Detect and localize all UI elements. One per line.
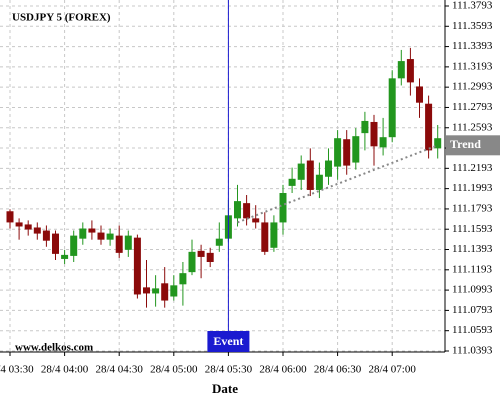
candle-body bbox=[416, 86, 423, 103]
candle-body bbox=[170, 285, 178, 297]
candle-body bbox=[406, 59, 414, 83]
y-tick-label: 111.3193 bbox=[452, 60, 493, 72]
candle-body bbox=[161, 283, 169, 301]
y-tick-label: 111.1393 bbox=[452, 243, 493, 255]
candle-body bbox=[61, 254, 69, 259]
candle-body bbox=[152, 288, 160, 294]
x-tick-label: 28/4 05:30 bbox=[205, 364, 253, 376]
candle-body bbox=[243, 203, 251, 219]
candle-body bbox=[388, 78, 396, 138]
y-tick-label: 111.0593 bbox=[452, 324, 493, 336]
candle-body bbox=[325, 160, 332, 177]
candle-body bbox=[124, 235, 132, 250]
y-tick-label: 111.1993 bbox=[452, 182, 493, 194]
y-tick-label: 111.0393 bbox=[452, 345, 493, 357]
y-tick-label: 111.1793 bbox=[452, 202, 493, 214]
candle-body bbox=[334, 138, 342, 167]
candle-body bbox=[115, 235, 123, 253]
candle-body bbox=[106, 233, 114, 240]
x-tick-label: 28/4 05:00 bbox=[150, 364, 198, 376]
candle-body bbox=[297, 163, 305, 180]
candle-body bbox=[206, 252, 214, 262]
y-tick-label: 111.0993 bbox=[452, 284, 493, 296]
candle-body bbox=[179, 273, 187, 285]
candle-body bbox=[361, 120, 369, 134]
y-tick-label: 111.1193 bbox=[452, 263, 493, 275]
candle-body bbox=[24, 224, 32, 230]
candle-body bbox=[197, 250, 205, 257]
event-label: Event bbox=[213, 334, 243, 348]
candle-body bbox=[288, 178, 296, 186]
candle-body bbox=[88, 228, 96, 233]
y-tick-label: 111.2593 bbox=[452, 121, 493, 133]
y-tick-label: 111.3393 bbox=[452, 40, 493, 52]
y-tick-label: 111.2993 bbox=[452, 81, 493, 93]
candle-body bbox=[52, 233, 59, 254]
x-tick-label: 28/4 04:00 bbox=[41, 364, 89, 376]
candle-body bbox=[6, 211, 14, 223]
x-tick-label: 28/4 04:30 bbox=[96, 364, 144, 376]
y-tick-label: 111.1593 bbox=[452, 223, 493, 235]
candle-body bbox=[379, 137, 387, 148]
candle-body bbox=[97, 232, 105, 240]
candle-body bbox=[425, 103, 433, 151]
candle-body bbox=[33, 227, 41, 234]
candle-body bbox=[15, 222, 23, 227]
candle-body bbox=[261, 222, 269, 252]
candle-body bbox=[279, 192, 287, 223]
trend-line bbox=[237, 144, 439, 224]
x-axis-label: Date bbox=[212, 381, 238, 396]
candle-body bbox=[352, 136, 360, 163]
candle-body bbox=[133, 237, 141, 295]
candle-body bbox=[270, 222, 278, 248]
candle-body bbox=[370, 121, 378, 147]
candle-body bbox=[143, 287, 150, 294]
y-tick-label: 111.3593 bbox=[452, 20, 493, 32]
x-tick-label: 28/4 03:30 bbox=[0, 364, 34, 376]
candle-body bbox=[234, 201, 241, 219]
trend-label: Trend bbox=[450, 137, 481, 151]
x-tick-label: 28/4 06:00 bbox=[259, 364, 307, 376]
candle-body bbox=[188, 251, 196, 273]
y-tick-label: 111.0793 bbox=[452, 304, 493, 316]
candle-body bbox=[70, 235, 78, 256]
candle-body bbox=[42, 230, 50, 241]
watermark: www.delkos.com bbox=[15, 342, 93, 354]
candle-body bbox=[79, 228, 87, 239]
candle-body bbox=[252, 218, 260, 223]
candle-body bbox=[343, 139, 351, 166]
y-tick-label: 111.3793 bbox=[452, 0, 493, 12]
x-tick-label: 28/4 06:30 bbox=[314, 364, 362, 376]
candles bbox=[6, 47, 442, 308]
event-box bbox=[207, 331, 250, 352]
chart-title: USDJPY 5 (FOREX) bbox=[12, 12, 111, 24]
candle-body bbox=[306, 160, 314, 190]
y-tick-label: 111.2793 bbox=[452, 101, 493, 113]
y-tick-label: 111.2193 bbox=[452, 162, 493, 174]
candle-body bbox=[434, 138, 442, 149]
candle-body bbox=[215, 238, 223, 246]
x-tick-label: 28/4 07:00 bbox=[369, 364, 417, 376]
trend-box bbox=[446, 135, 500, 156]
candle-body bbox=[397, 61, 405, 79]
candle-body bbox=[315, 174, 323, 190]
